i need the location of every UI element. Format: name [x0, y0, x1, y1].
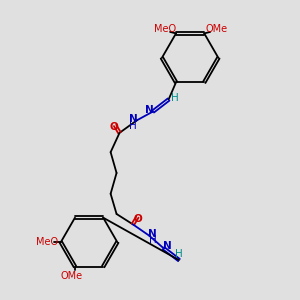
- Text: N: N: [148, 229, 157, 238]
- Text: N: N: [163, 241, 172, 251]
- Text: H: H: [175, 248, 182, 259]
- Text: MeO: MeO: [154, 24, 176, 34]
- Text: N: N: [145, 105, 153, 115]
- Text: H: H: [129, 121, 137, 131]
- Text: OMe: OMe: [206, 24, 228, 34]
- Text: H: H: [171, 93, 179, 103]
- Text: N: N: [129, 114, 138, 124]
- Text: O: O: [110, 122, 118, 133]
- Text: MeO: MeO: [36, 237, 58, 247]
- Text: H: H: [149, 235, 157, 245]
- Text: OMe: OMe: [61, 271, 83, 281]
- Text: O: O: [134, 214, 142, 224]
